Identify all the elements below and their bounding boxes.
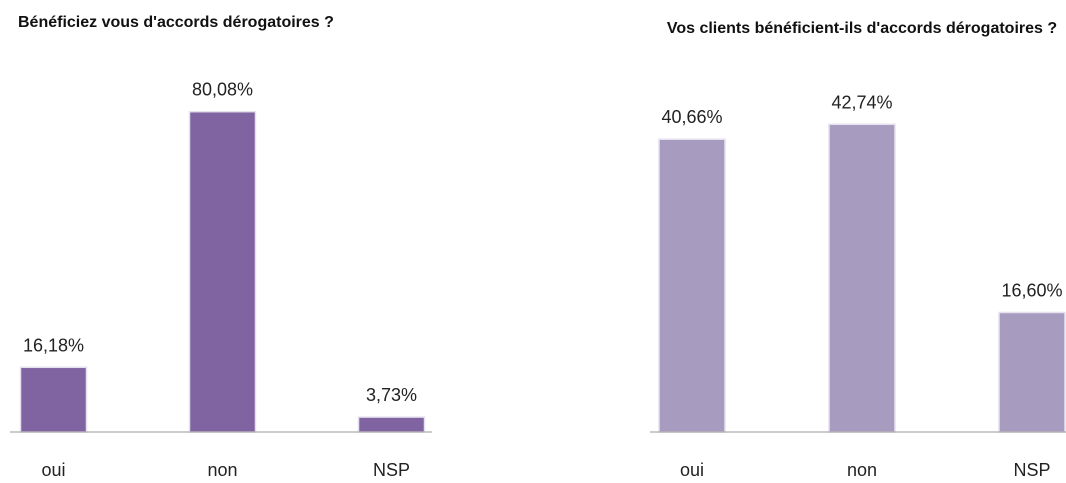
value-label: 42,74% (831, 92, 892, 112)
value-label: 40,66% (661, 107, 722, 127)
bar (998, 311, 1066, 433)
x-tick-label: NSP (373, 460, 410, 480)
x-tick-label: NSP (1013, 460, 1050, 480)
bar (357, 416, 426, 433)
x-tick-label: oui (41, 460, 65, 480)
bar (188, 110, 257, 433)
bar (658, 138, 726, 433)
x-tick-label: non (207, 460, 237, 480)
value-label: 3,73% (366, 385, 417, 405)
x-tick-label: non (847, 460, 877, 480)
chart-title: Bénéficiez vous d'accords dérogatoires ? (18, 14, 334, 31)
value-label: 80,08% (192, 80, 253, 100)
x-tick-label: oui (680, 460, 704, 480)
chart-title: Vos clients bénéficient-ils d'accords dé… (666, 20, 1058, 37)
value-label: 16,18% (23, 335, 84, 355)
bar (19, 366, 88, 433)
bar (828, 123, 896, 433)
value-label: 16,60% (1001, 280, 1062, 300)
